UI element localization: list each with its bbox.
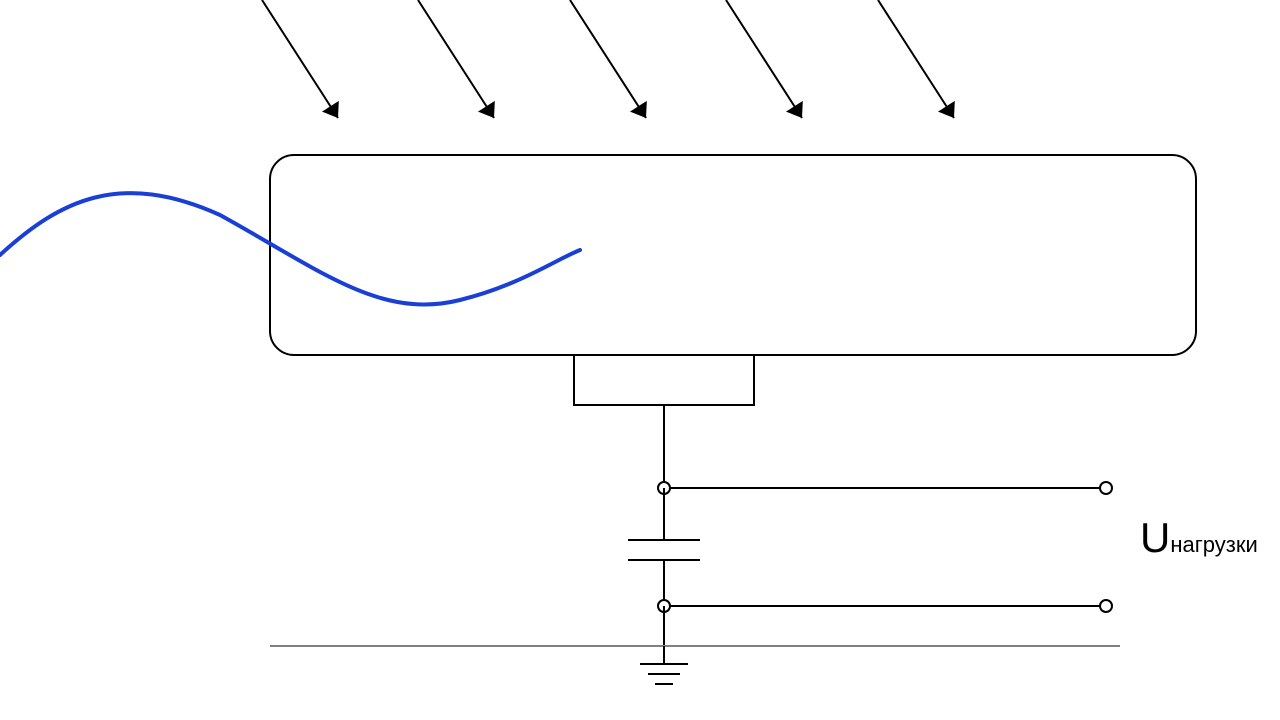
circuit-diagram [0, 0, 1280, 720]
label-sub: нагрузки [1170, 532, 1257, 557]
label-u: U [1140, 514, 1170, 561]
load-voltage-label: Uнагрузки [1140, 514, 1258, 562]
